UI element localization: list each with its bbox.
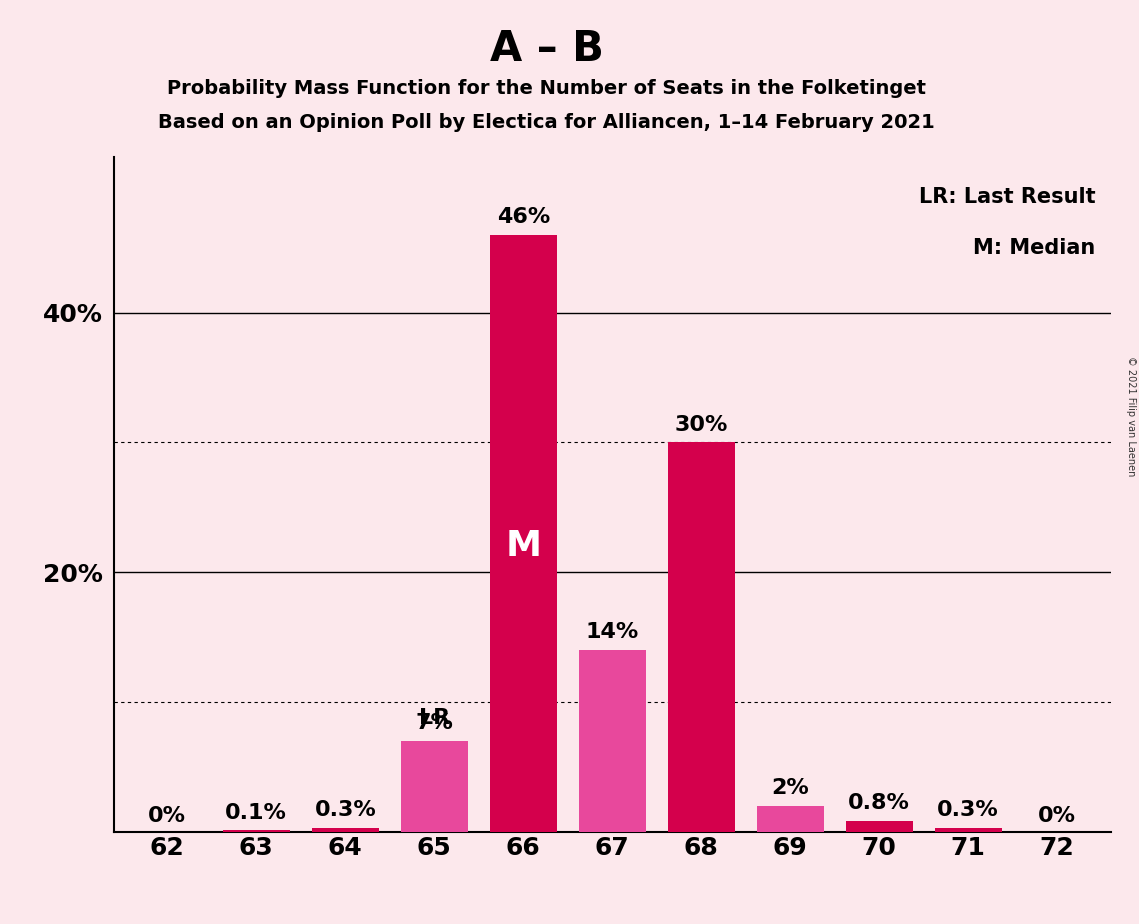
Bar	[579, 650, 646, 832]
Text: 0.3%: 0.3%	[937, 800, 999, 820]
Bar	[667, 443, 735, 832]
Text: Based on an Opinion Poll by Electica for Alliancen, 1–14 February 2021: Based on an Opinion Poll by Electica for…	[158, 113, 935, 132]
Text: 7%: 7%	[416, 713, 453, 733]
Bar	[935, 828, 1001, 832]
Bar	[490, 235, 557, 832]
Bar	[223, 831, 289, 832]
Bar	[756, 806, 823, 832]
Text: 0%: 0%	[148, 807, 187, 826]
Text: 0%: 0%	[1038, 807, 1076, 826]
Bar	[312, 828, 378, 832]
Text: A – B: A – B	[490, 28, 604, 69]
Text: 14%: 14%	[585, 622, 639, 642]
Text: Probability Mass Function for the Number of Seats in the Folketinget: Probability Mass Function for the Number…	[167, 79, 926, 98]
Text: 0.1%: 0.1%	[226, 803, 287, 822]
Text: LR: LR	[419, 708, 450, 728]
Text: M: M	[506, 529, 541, 564]
Text: © 2021 Filip van Laenen: © 2021 Filip van Laenen	[1126, 356, 1136, 476]
Text: 30%: 30%	[674, 415, 728, 434]
Text: 2%: 2%	[771, 778, 809, 798]
Text: 0.3%: 0.3%	[314, 800, 376, 820]
Text: 0.8%: 0.8%	[849, 794, 910, 813]
Bar	[846, 821, 912, 832]
Text: LR: Last Result: LR: Last Result	[919, 188, 1096, 207]
Text: 46%: 46%	[497, 207, 550, 227]
Text: M: Median: M: Median	[974, 238, 1096, 258]
Bar	[401, 741, 468, 832]
